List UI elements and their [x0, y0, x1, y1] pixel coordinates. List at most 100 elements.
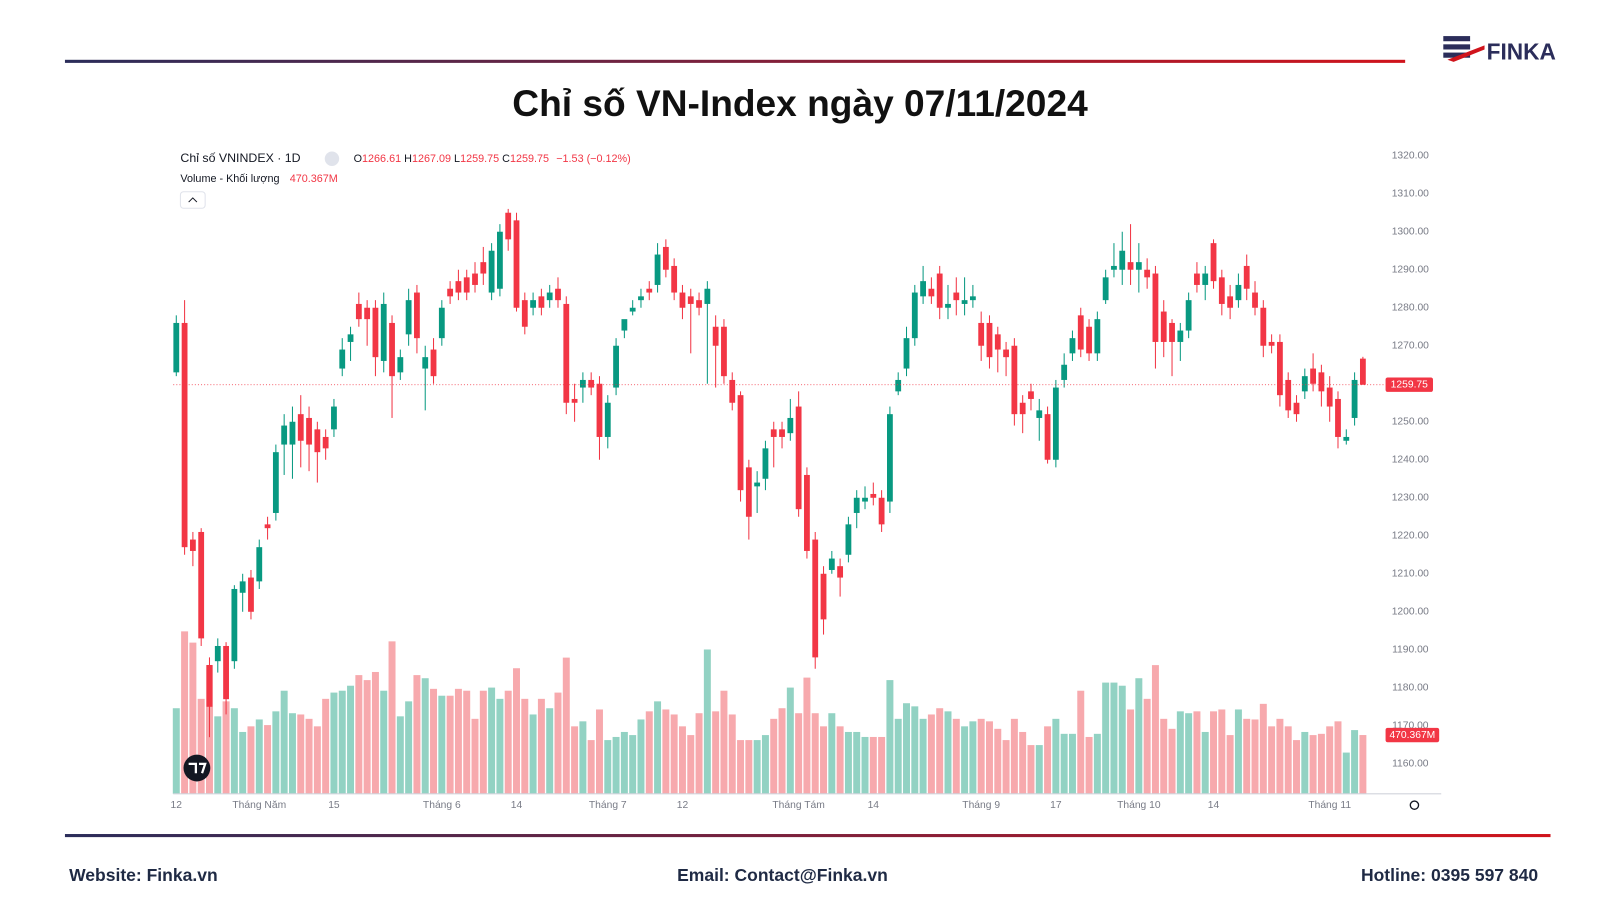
candle-body	[1144, 269, 1151, 278]
candle-body	[1227, 296, 1234, 308]
volume-bar	[288, 713, 296, 794]
candle-body	[281, 425, 288, 445]
volume-bar	[828, 713, 836, 794]
volume-bar	[471, 718, 479, 794]
volume-bar	[737, 740, 745, 794]
volume-bar	[637, 719, 645, 794]
volume-bar	[1210, 711, 1218, 794]
volume-bar	[1342, 752, 1350, 794]
volume-bar	[280, 690, 288, 794]
volume-bar	[239, 731, 247, 794]
candle-body	[613, 345, 619, 388]
volume-bar	[1143, 698, 1151, 794]
candle-body	[712, 326, 719, 346]
volume-bar	[820, 726, 828, 794]
volume-value: 470.367M	[290, 173, 338, 185]
volume-bar	[189, 642, 197, 794]
candle-body	[455, 281, 462, 293]
candle-body	[1194, 273, 1200, 285]
y-tick-label: 1250.00	[1392, 416, 1429, 427]
volume-bar	[264, 725, 272, 794]
volume-bar	[1044, 726, 1052, 794]
y-tick-label: 1310.00	[1392, 188, 1429, 199]
candle-body	[654, 254, 661, 285]
candle-body	[563, 303, 570, 403]
volume-bar	[778, 708, 786, 794]
candle-body	[1318, 372, 1325, 392]
collapse-button[interactable]	[179, 191, 206, 209]
candle-body	[206, 664, 213, 707]
candle-body	[1127, 262, 1134, 270]
candle-body	[189, 539, 196, 551]
candle-body	[911, 292, 918, 339]
y-tick-label: 1220.00	[1392, 530, 1429, 541]
x-tick-label: 17	[1050, 800, 1062, 811]
volume-bar	[1301, 731, 1309, 794]
candle-body	[828, 558, 835, 570]
y-tick-label: 1300.00	[1392, 226, 1429, 237]
volume-bar	[1326, 726, 1334, 794]
candle-body	[497, 231, 503, 289]
logo: FINKA	[1443, 36, 1556, 65]
candle-body	[214, 645, 221, 662]
candle-body	[1011, 345, 1018, 415]
candle-body	[878, 497, 885, 525]
volume-bar	[878, 736, 886, 794]
candle-body	[1169, 322, 1175, 342]
tv-badge-mark	[188, 762, 207, 774]
candle-body	[1235, 284, 1242, 301]
candle-body	[1252, 292, 1258, 308]
candle-body	[306, 417, 312, 445]
volume-bar	[529, 714, 537, 794]
volume-bar	[994, 728, 1002, 794]
volume-title: Volume - Khối lượng	[180, 173, 279, 185]
volume-bar	[1218, 709, 1226, 794]
legend-letter: L	[454, 153, 460, 165]
volume-bar	[969, 721, 977, 794]
candle-body	[779, 429, 785, 437]
candle-body	[1202, 273, 1209, 285]
candle-body	[297, 414, 304, 441]
volume-bar	[770, 718, 778, 794]
candle-body	[895, 379, 902, 392]
volume-bar	[388, 641, 396, 794]
volume-bar	[413, 675, 421, 794]
volume-bar	[985, 721, 993, 794]
volume-bar	[380, 690, 388, 794]
candle-body	[1086, 326, 1092, 354]
candle-body	[173, 322, 180, 373]
footer-email: Email: Contact@Finka.vn	[677, 865, 888, 885]
volume-bar	[753, 740, 761, 794]
candle-body	[1293, 402, 1300, 415]
y-tick-label: 1210.00	[1392, 568, 1429, 579]
y-tick-label: 1270.00	[1392, 340, 1429, 351]
y-tick-label: 1290.00	[1392, 264, 1429, 275]
volume-bar	[944, 711, 952, 794]
volume-bar	[454, 688, 462, 794]
settings-icon[interactable]	[1409, 800, 1420, 810]
candle-body	[430, 349, 437, 377]
last-price-label: 1259.75	[1391, 379, 1428, 390]
volume-bar	[1201, 731, 1209, 794]
candle-body	[696, 300, 702, 308]
candle-body	[671, 265, 678, 293]
volume-bar	[446, 695, 454, 794]
volume-bar	[247, 726, 255, 794]
candle-body	[372, 307, 379, 358]
candle-body	[787, 417, 794, 434]
volume-bar	[537, 698, 545, 794]
candle-body	[1019, 402, 1026, 415]
volume-bar	[670, 714, 678, 794]
volume-bar	[795, 713, 803, 794]
candle-body	[754, 482, 761, 487]
candle-body	[812, 539, 819, 658]
candle-body	[538, 296, 545, 308]
candle-body	[604, 402, 611, 437]
candle-body	[820, 573, 827, 620]
x-tick-label: Tháng 11	[1308, 800, 1351, 811]
legend-value: 1259.75	[460, 153, 499, 165]
volume-bar	[654, 701, 662, 794]
y-tick-label: 1200.00	[1392, 606, 1429, 617]
candle-body	[737, 395, 744, 491]
